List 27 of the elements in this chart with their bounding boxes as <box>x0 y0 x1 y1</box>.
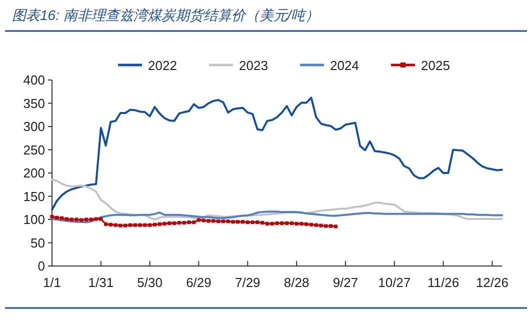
line-series <box>51 96 503 211</box>
x-tick-label: 12/26 <box>476 275 508 290</box>
x-tick-label: 8/28 <box>284 275 310 290</box>
y-tick-label: 250 <box>23 142 45 158</box>
legend-label: 2025 <box>421 58 450 73</box>
y-tick-label: 200 <box>23 166 45 180</box>
y-tick-label: 150 <box>23 188 45 204</box>
x-tick-label: 7/29 <box>234 275 260 290</box>
y-tick-label: 350 <box>23 96 45 111</box>
x-tick-label: 11/26 <box>428 275 460 290</box>
legend-label: 2024 <box>330 58 359 73</box>
x-tick-label: 1/31 <box>88 275 114 290</box>
legend-label: 2023 <box>239 58 268 73</box>
legend-label: 2022 <box>148 58 177 73</box>
x-tick-label: 6/29 <box>186 275 212 290</box>
line-series <box>51 210 503 224</box>
y-tick-label: 300 <box>23 119 45 134</box>
x-tick-label: 1/1 <box>42 275 62 290</box>
y-tick-label: 50 <box>30 235 45 250</box>
line-series <box>51 178 503 220</box>
x-tick-label: 5/30 <box>137 275 162 290</box>
chart-title: 图表16: 南非理查兹湾煤炭期货结算价（美元/吨） <box>12 7 320 23</box>
y-tick-label: 400 <box>23 72 45 88</box>
y-tick-label: 0 <box>38 258 45 274</box>
x-tick-label: 9/27 <box>332 275 358 290</box>
x-tick-label: 10/27 <box>378 275 411 290</box>
y-tick-label: 100 <box>23 212 45 227</box>
